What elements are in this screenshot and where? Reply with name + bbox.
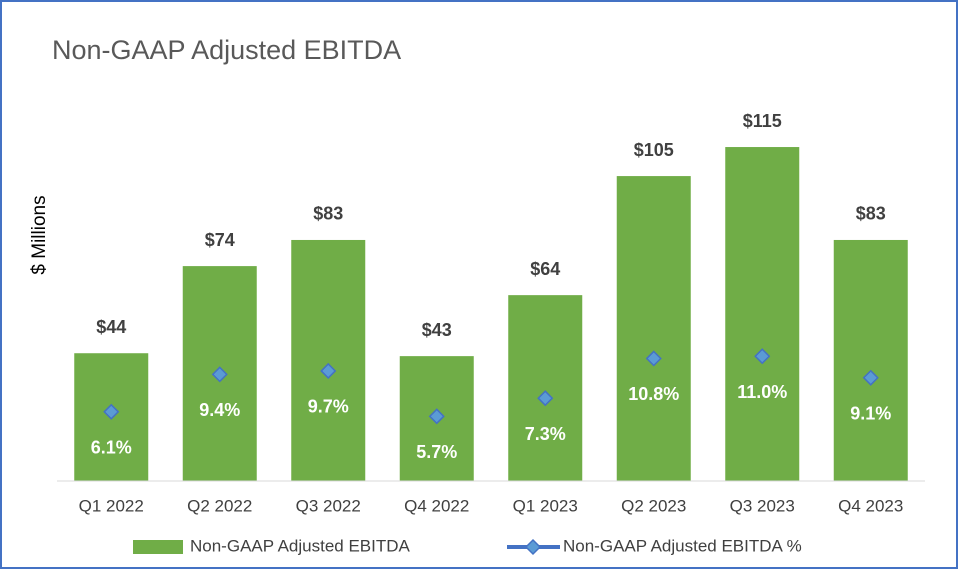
line-value-label: 5.7% bbox=[416, 442, 457, 462]
y-axis-label: $ Millions bbox=[29, 195, 50, 274]
line-value-label: 6.1% bbox=[91, 438, 132, 458]
bar-value-label: $105 bbox=[634, 140, 674, 160]
x-tick-label: Q1 2022 bbox=[79, 496, 144, 515]
line-marker bbox=[862, 369, 879, 386]
legend-label: Non-GAAP Adjusted EBITDA bbox=[190, 536, 411, 555]
bar-value-label: $83 bbox=[313, 204, 343, 224]
x-tick-label: Q4 2022 bbox=[404, 496, 469, 515]
line-marker bbox=[645, 350, 662, 367]
bar-value-label: $74 bbox=[205, 230, 235, 250]
line-value-label: 7.3% bbox=[525, 424, 566, 444]
bar-value-label: $64 bbox=[530, 259, 560, 279]
x-tick-label: Q1 2023 bbox=[513, 496, 578, 515]
x-tick-label: Q2 2022 bbox=[187, 496, 252, 515]
line-value-label: 11.0% bbox=[737, 382, 787, 402]
legend-marker bbox=[524, 538, 542, 556]
line-value-label: 9.7% bbox=[308, 397, 349, 417]
bar bbox=[725, 147, 800, 482]
line-marker bbox=[103, 403, 120, 420]
legend-swatch bbox=[133, 540, 183, 554]
line-marker bbox=[754, 348, 771, 365]
chart-title: Non-GAAP Adjusted EBITDA bbox=[52, 35, 401, 65]
line-marker bbox=[211, 366, 228, 383]
x-tick-label: Q3 2023 bbox=[730, 496, 795, 515]
x-tick-label: Q2 2023 bbox=[621, 496, 686, 515]
bar-value-label: $83 bbox=[856, 204, 886, 224]
x-tick-label: Q3 2022 bbox=[296, 496, 361, 515]
bar bbox=[508, 295, 583, 481]
line-marker bbox=[537, 390, 554, 407]
line-marker bbox=[320, 362, 337, 380]
bar bbox=[291, 239, 366, 481]
legend-label: Non-GAAP Adjusted EBITDA % bbox=[563, 536, 802, 555]
bar-value-label: $43 bbox=[422, 320, 452, 340]
bar-value-label: $115 bbox=[743, 111, 782, 131]
bar bbox=[616, 176, 691, 481]
line-value-label: 9.1% bbox=[850, 404, 891, 424]
bar bbox=[833, 239, 908, 481]
line-value-label: 9.4% bbox=[199, 400, 240, 420]
x-tick-label: Q4 2023 bbox=[838, 496, 903, 515]
bar-value-label: $44 bbox=[96, 317, 126, 337]
line-value-label: 10.8% bbox=[628, 384, 679, 404]
line-marker bbox=[428, 408, 445, 425]
